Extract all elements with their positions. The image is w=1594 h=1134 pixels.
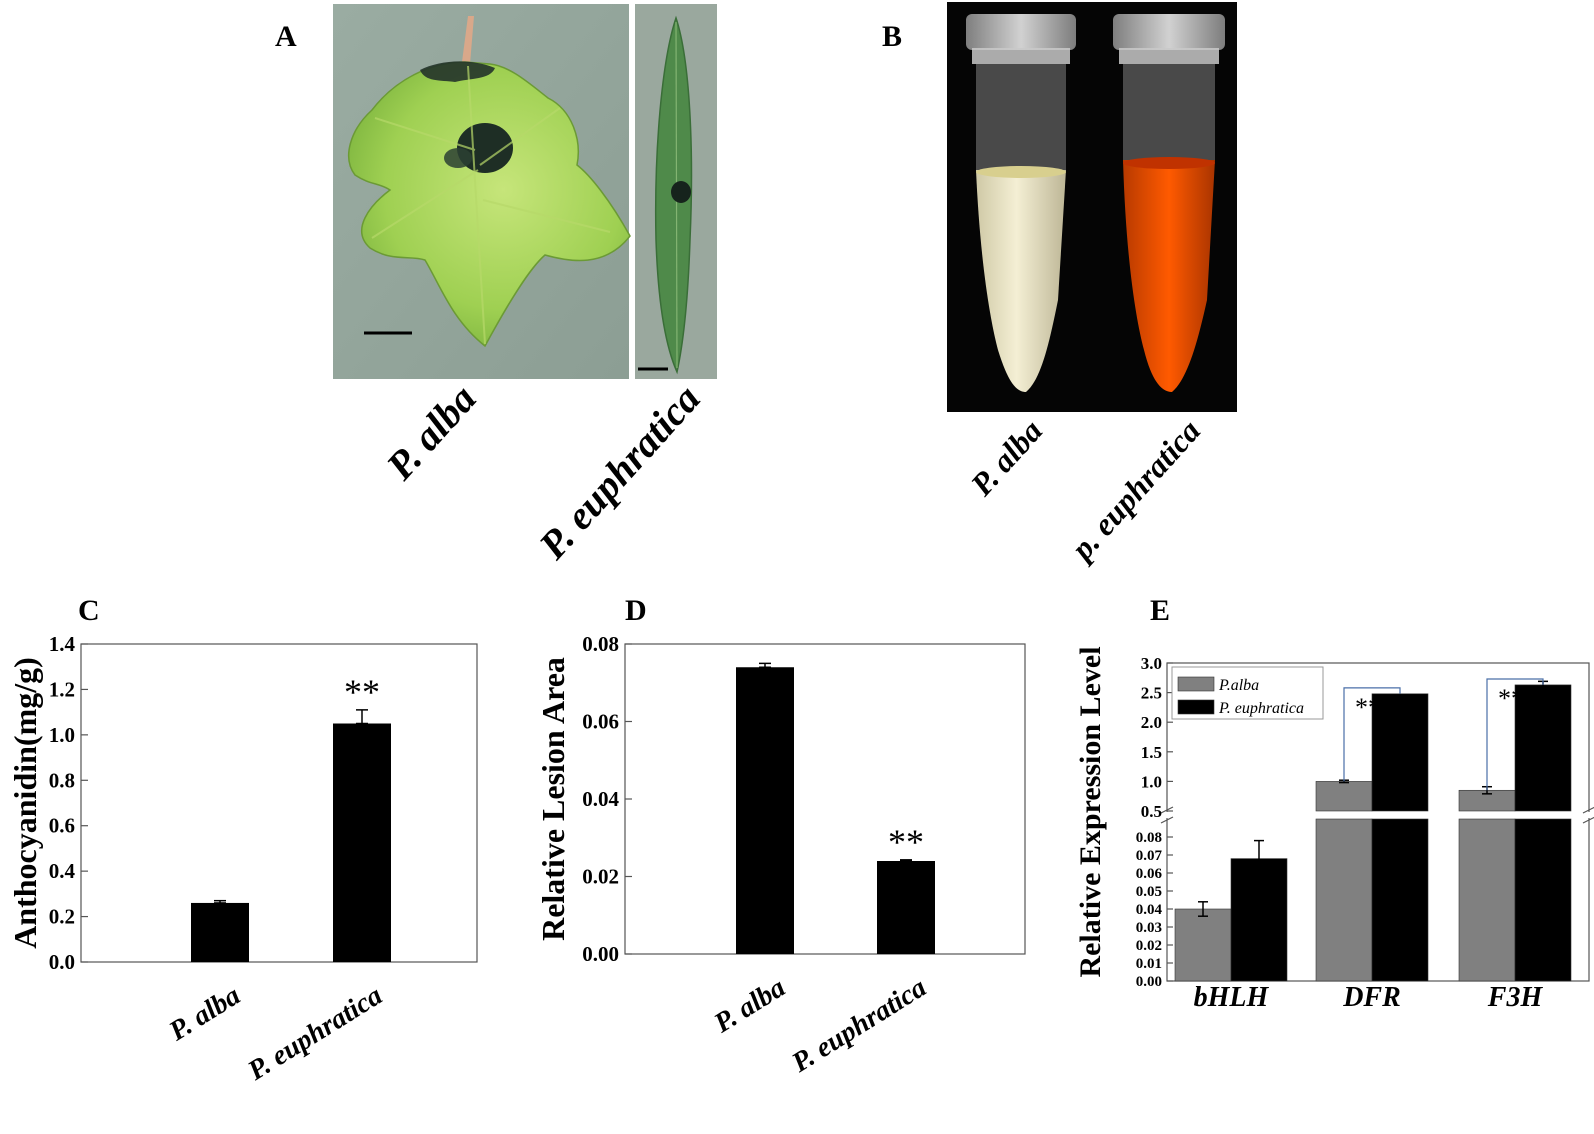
legend-swatch bbox=[1177, 676, 1215, 692]
y-tick-label: 0.2 bbox=[49, 905, 75, 929]
y-tick-label: 0.08 bbox=[582, 632, 619, 656]
petiole bbox=[462, 16, 474, 64]
y-tick-label: 1.0 bbox=[49, 723, 75, 747]
y-tick-label: 0.06 bbox=[1136, 866, 1163, 882]
bar-lower-segment bbox=[1371, 818, 1429, 982]
chart-c: 0.0 0.2 0.4 0.6 0.8 1.0 1.2 1.4Anthocyanidin(mg… bbox=[7, 632, 478, 1087]
panel-c-letter: C bbox=[78, 594, 100, 627]
axis-break-mark bbox=[1160, 806, 1174, 824]
y-tick-label: 0.6 bbox=[49, 814, 75, 838]
x-category-label: F3H bbox=[1487, 982, 1544, 1013]
y-tick-label: 0.04 bbox=[582, 787, 619, 811]
bar-lower-segment bbox=[1315, 818, 1373, 982]
tube-p-alba bbox=[966, 14, 1076, 392]
bar-lower-segment bbox=[1458, 818, 1516, 982]
panel-b-photo bbox=[947, 2, 1237, 412]
y-tick-label: 2.0 bbox=[1141, 713, 1162, 732]
y-tick-label: 0.01 bbox=[1136, 956, 1162, 972]
error-bar bbox=[759, 662, 771, 668]
y-tick-label: 1.5 bbox=[1141, 743, 1162, 762]
x-category-label: P. alba bbox=[708, 972, 791, 1040]
y-axis-label: Relative Lesion Area bbox=[535, 657, 571, 941]
legend-label: P.alba bbox=[1218, 677, 1259, 694]
panel-a-label-euphratica: P. euphratica bbox=[529, 376, 708, 568]
panel-b-label-euphratica: p. euphratica bbox=[1062, 413, 1207, 569]
y-tick-label: 0.0 bbox=[49, 950, 75, 974]
significance-label: ** bbox=[1498, 684, 1524, 713]
error-bar bbox=[356, 709, 368, 725]
x-category-label: P. euphratica bbox=[786, 972, 932, 1079]
y-tick-label: 0.02 bbox=[582, 865, 619, 889]
y-tick-label: 0.03 bbox=[1136, 920, 1162, 936]
error-bar bbox=[1198, 901, 1208, 917]
chart-e: bHLH ** DFR ** F3H 0.5 1.0 1.5 2.0 2.5 3.0 0.00 0.01… bbox=[1074, 646, 1594, 1013]
chart-d: 0.00 0.02 0.04 0.06 0.08 Relative Lesion Area… bbox=[535, 632, 1026, 1079]
x-category-label: P. euphratica bbox=[242, 980, 388, 1087]
x-category-label: bHLH bbox=[1194, 982, 1270, 1013]
bar-lower-segment bbox=[1514, 818, 1572, 982]
bar bbox=[191, 902, 249, 962]
lesion-narrow bbox=[671, 181, 691, 203]
y-tick-label: 0.8 bbox=[49, 768, 75, 792]
panel-c: C 0.0 0.2 0.4 0.6 0.8 1.0 1.2 1.4Anthocyanidin(… bbox=[7, 594, 478, 1087]
bar bbox=[333, 723, 391, 962]
y-tick-label: 0.06 bbox=[582, 710, 619, 734]
y-tick-label: 0.02 bbox=[1136, 938, 1162, 954]
significance-label: ** bbox=[888, 822, 924, 862]
panel-a-letter: A bbox=[275, 20, 297, 53]
panel-a-label-alba: P. alba bbox=[377, 376, 485, 489]
y-axis-label: Anthocyanidin(mg/g) bbox=[7, 657, 43, 949]
panel-d: D 0.00 0.02 0.04 0.06 0.08 Relative Lesion Ar… bbox=[535, 594, 1026, 1079]
x-category-label: P. alba bbox=[163, 980, 246, 1048]
axis-break-mark bbox=[1582, 806, 1594, 824]
legend-label: P. euphratica bbox=[1218, 700, 1304, 717]
bar bbox=[1514, 684, 1572, 812]
error-bar bbox=[900, 859, 912, 862]
legend-swatch bbox=[1177, 699, 1215, 715]
plot-frame bbox=[80, 643, 478, 963]
y-tick-label: 3.0 bbox=[1141, 654, 1162, 673]
panel-e-letter: E bbox=[1150, 594, 1170, 627]
y-tick-label: 2.5 bbox=[1141, 684, 1162, 703]
legend: P.alba P. euphratica bbox=[1171, 666, 1324, 720]
y-axis-label: Relative Expression Level bbox=[1074, 646, 1107, 977]
plot-frame bbox=[624, 643, 1026, 955]
lesion-top bbox=[420, 61, 495, 82]
panel-e: E bHLH ** DFR ** F3H 0.5 1.0 1.5 2.0 2.5 3.0 0.00 0.… bbox=[1074, 594, 1594, 1013]
y-tick-label: 0.08 bbox=[1136, 830, 1162, 846]
x-category-label: DFR bbox=[1342, 982, 1401, 1013]
tube-p-euphratica bbox=[1113, 14, 1225, 392]
y-tick-label: 0.00 bbox=[582, 942, 619, 966]
bar bbox=[1371, 693, 1429, 812]
legend-item: P. euphratica bbox=[1177, 699, 1304, 717]
panel-d-letter: D bbox=[625, 594, 647, 627]
panel-a: A P. alba P. euphratica bbox=[275, 4, 717, 568]
y-tick-label: 0.5 bbox=[1141, 802, 1162, 821]
error-bar bbox=[1254, 839, 1264, 878]
y-tick-label: 1.2 bbox=[49, 677, 75, 701]
panel-b-label-alba: P. alba bbox=[963, 413, 1050, 503]
y-tick-label: 0.07 bbox=[1136, 848, 1163, 864]
panel-a-photo bbox=[333, 4, 717, 379]
significance-bracket bbox=[1486, 678, 1544, 791]
y-tick-label: 1.4 bbox=[49, 632, 76, 656]
bar bbox=[736, 667, 794, 954]
y-tick-label: 0.4 bbox=[49, 859, 76, 883]
bar bbox=[1315, 781, 1373, 812]
significance-label: ** bbox=[344, 672, 380, 712]
panel-b-letter: B bbox=[882, 20, 902, 53]
error-bar bbox=[214, 899, 226, 904]
y-tick-label: 0.04 bbox=[1136, 902, 1163, 918]
significance-bracket bbox=[1343, 687, 1401, 782]
panel-b: B P. alba p. euphratica bbox=[882, 2, 1237, 568]
y-tick-label: 0.05 bbox=[1136, 884, 1162, 900]
axis-break-gap bbox=[1161, 812, 1594, 818]
legend-item: P.alba bbox=[1177, 676, 1259, 694]
y-tick-label: 0.00 bbox=[1136, 974, 1162, 990]
bar bbox=[877, 861, 935, 954]
significance-label: ** bbox=[1355, 693, 1381, 722]
y-tick-label: 1.0 bbox=[1141, 772, 1162, 791]
bar bbox=[1174, 908, 1232, 982]
